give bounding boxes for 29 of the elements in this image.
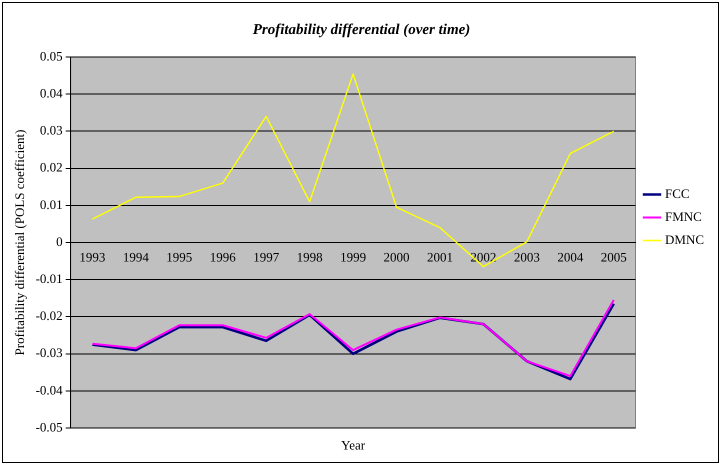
x-tick-label: 2005 [600, 250, 627, 265]
y-tick-label: 0 [56, 234, 63, 249]
y-tick-label: 0.04 [40, 86, 64, 101]
x-tick-label: 1999 [340, 250, 366, 265]
x-tick-label: 1998 [296, 250, 323, 265]
y-tick-label: -0.05 [36, 419, 63, 434]
x-tick-label: 2003 [514, 250, 540, 265]
y-tick-label: 0.02 [40, 160, 63, 175]
x-tick-label: 2004 [557, 250, 584, 265]
y-tick-label: -0.04 [36, 382, 64, 398]
x-tick-label: 1996 [210, 250, 236, 265]
y-tick-label: -0.01 [36, 271, 63, 286]
x-tick-label: 2000 [384, 250, 410, 265]
x-tick-label: 1997 [253, 250, 280, 265]
y-tick-label: 0.01 [40, 196, 63, 212]
legend-label: DMNC [664, 232, 704, 247]
x-tick-label: 1993 [79, 250, 106, 265]
legend-label: FCC [664, 186, 690, 201]
y-tick-label: 0.03 [40, 122, 63, 138]
y-tick-label: -0.03 [36, 345, 63, 360]
legend-label: FMNC [664, 208, 702, 224]
x-tick-label: 2001 [426, 250, 453, 265]
x-tick-label: 1995 [166, 250, 192, 265]
chart-title: Profitability differential (over time) [252, 22, 470, 38]
y-tick-label: -0.02 [36, 308, 63, 324]
y-tick-label: 0.05 [40, 48, 63, 64]
y-axis-title: Profitability differential (POLS coefficient) [12, 130, 28, 356]
x-axis-title: Year [341, 437, 366, 452]
x-tick-label: 1994 [122, 250, 150, 265]
